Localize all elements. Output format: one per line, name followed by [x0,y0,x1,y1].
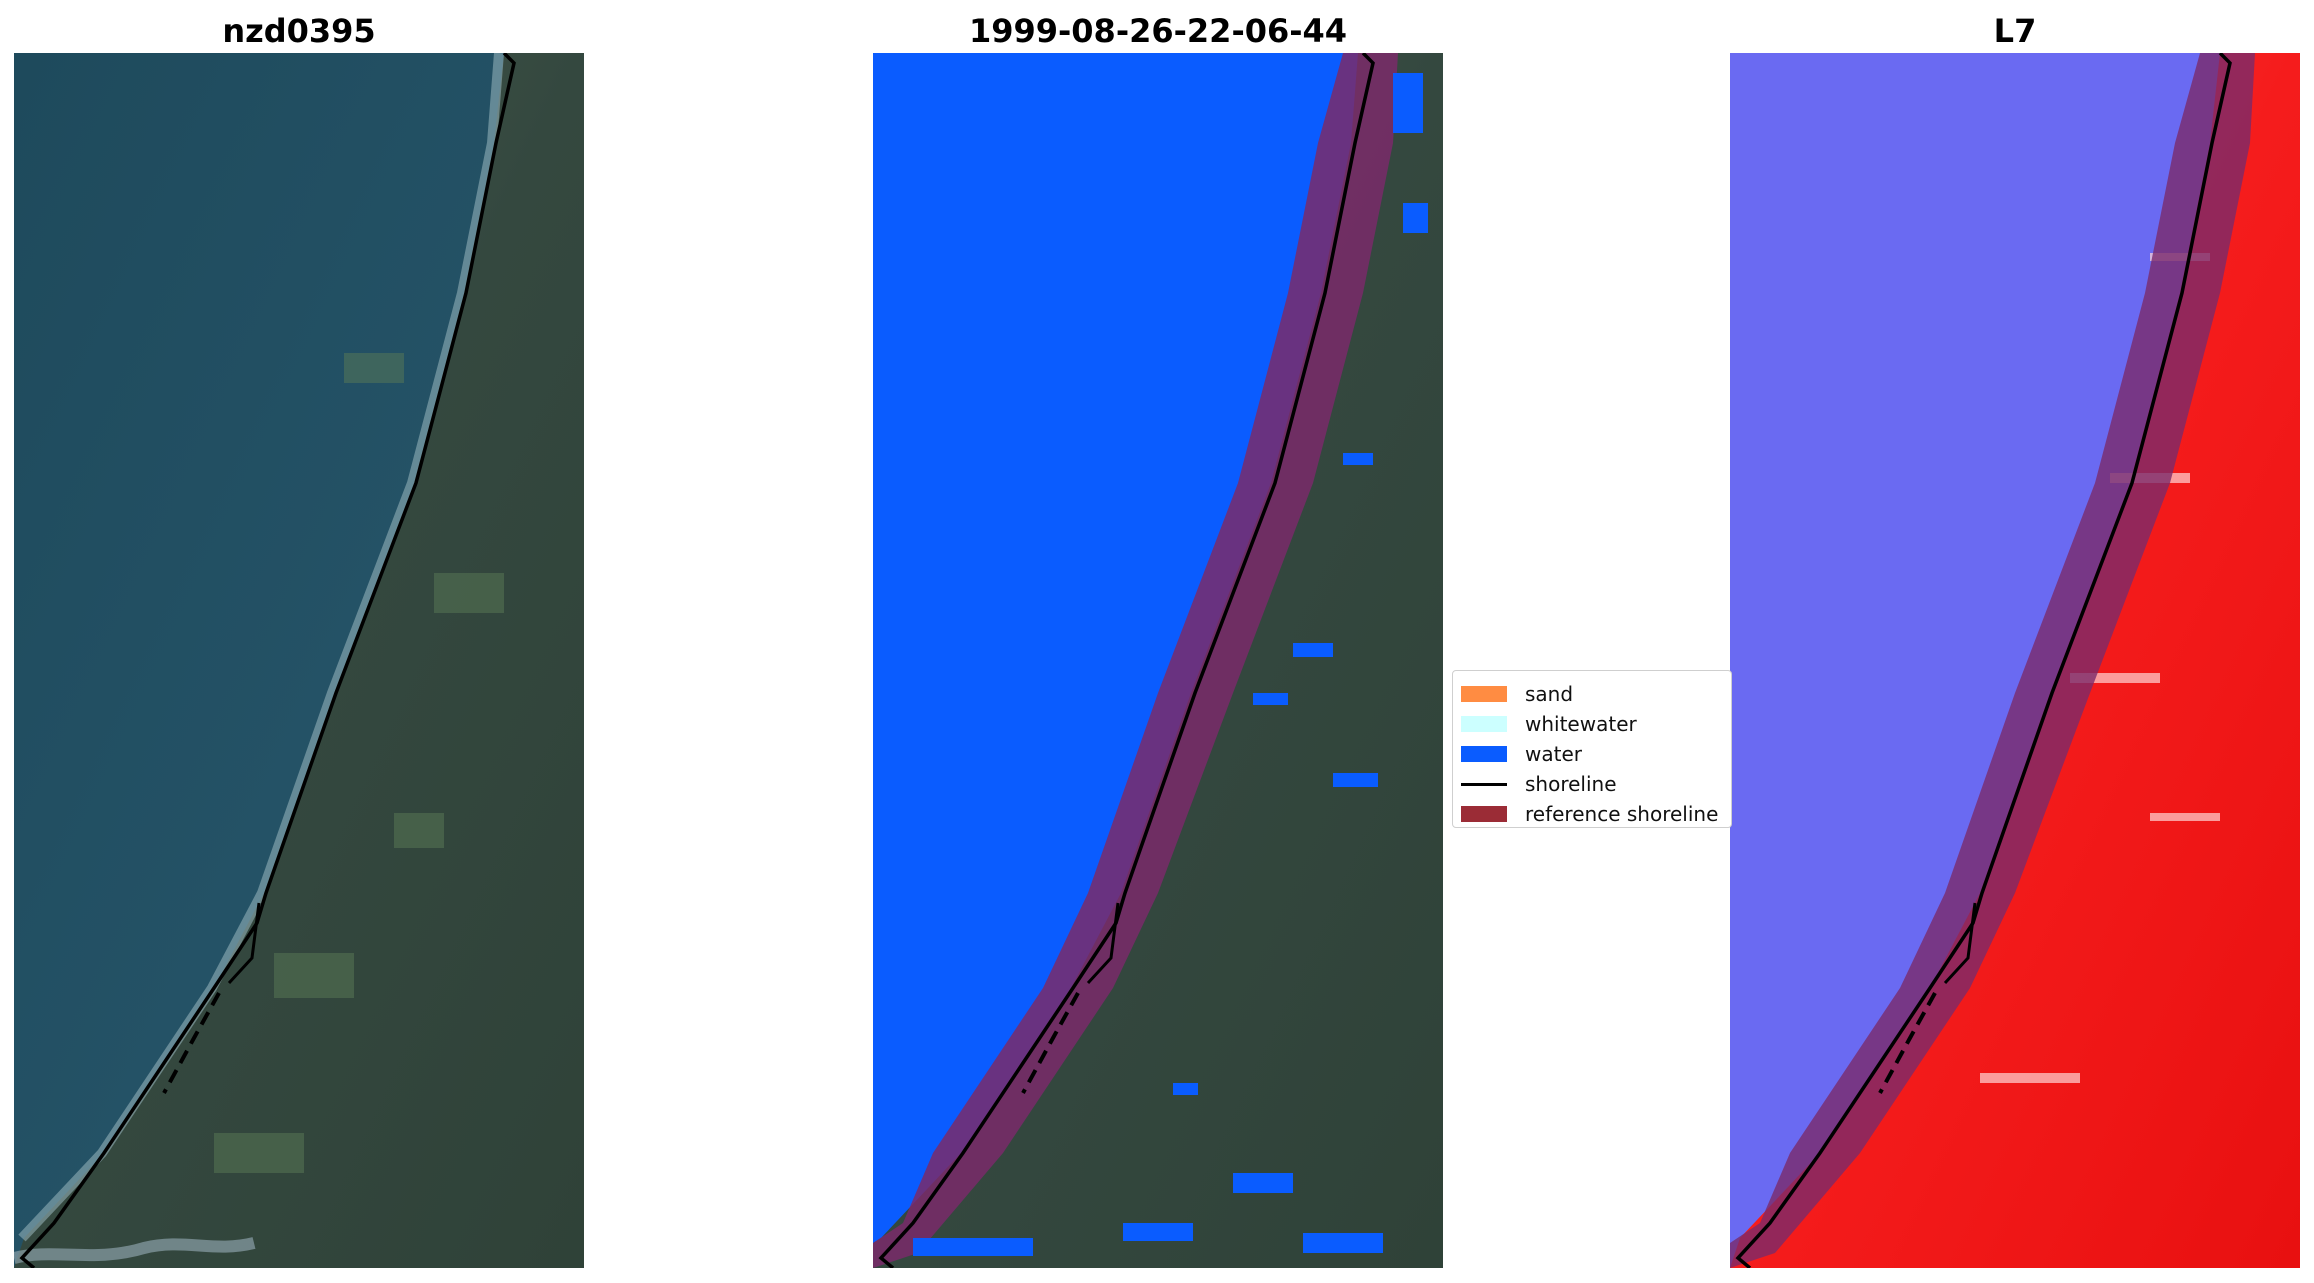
legend-label-sand: sand [1525,682,1574,706]
land-area [14,53,584,1268]
water-swatch [1461,746,1507,762]
rgb-satellite-image [14,53,584,1268]
legend-label-reference-shoreline: reference shoreline [1525,802,1719,826]
legend-item-sand: sand [1461,679,1731,709]
field-patches [214,353,504,1173]
legend-label-whitewater: whitewater [1525,712,1637,736]
legend-item-water: water [1461,739,1731,769]
reference-shoreline-buffer [1730,53,2255,1268]
reference-shoreline-swatch [1461,806,1507,822]
river-mouth [14,1237,256,1264]
water-index-image [1730,53,2300,1268]
shoreline [1735,53,2232,1268]
water-class [873,53,1358,1243]
legend-item-whitewater: whitewater [1461,709,1731,739]
sand-swatch [1461,686,1507,702]
index-land-area [1730,53,2300,1268]
legend-item-shoreline: shoreline [1461,769,1731,799]
panel-title-rgb: nzd0395 [222,12,376,50]
shoreline [19,53,516,1268]
whitewater-swatch [1461,716,1507,732]
legend: sand whitewater water shoreline referenc… [1452,670,1732,828]
shoreline-swatch [1461,782,1507,786]
legend-label-water: water [1525,742,1582,766]
inland-water-patches [913,73,1428,1256]
panel-title-classified: 1999-08-26-22-06-44 [968,12,1348,50]
legend-label-shoreline: shoreline [1525,772,1617,796]
panel-title-index: L7 [1993,12,2037,50]
classified-image [873,53,1443,1268]
legend-item-reference-shoreline: reference shoreline [1461,799,1731,829]
reference-shoreline-buffer [873,53,1398,1268]
shoreline [878,53,1375,1268]
